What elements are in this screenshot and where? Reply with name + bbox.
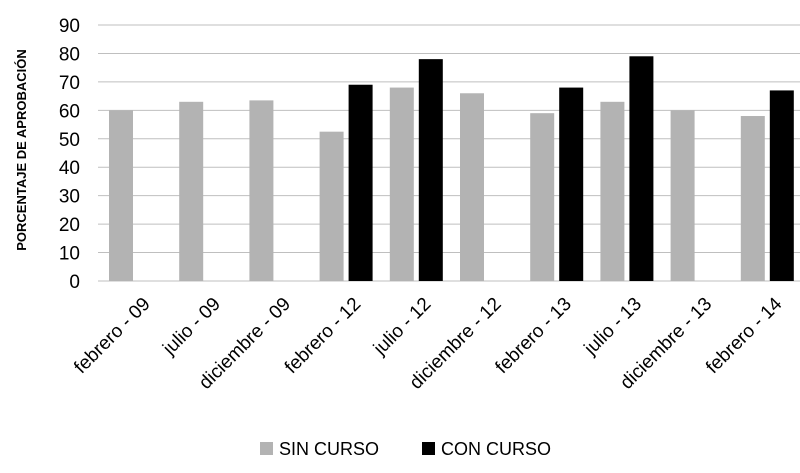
y-tick-label: 70 bbox=[59, 73, 80, 94]
bar-sin-curso bbox=[740, 116, 765, 282]
legend-label: CON CURSO bbox=[441, 439, 551, 459]
y-tick-labels: 0 10 20 30 40 50 60 70 80 90 bbox=[59, 16, 80, 293]
bar-sin-curso bbox=[109, 110, 133, 281]
bar-sin-curso bbox=[460, 93, 484, 282]
bar-con-curso bbox=[418, 59, 443, 282]
y-tick-label: 20 bbox=[59, 215, 80, 236]
x-tick-label: febrero - 14 bbox=[702, 293, 787, 378]
x-tick-label: febrero - 13 bbox=[492, 294, 576, 378]
legend-item-con-curso: CON CURSO bbox=[422, 439, 551, 459]
bar-sin-curso bbox=[249, 100, 274, 281]
legend-swatch bbox=[260, 442, 273, 455]
legend: SIN CURSO CON CURSO bbox=[260, 439, 551, 459]
legend-item-sin-curso: SIN CURSO bbox=[260, 439, 379, 459]
bar-sin-curso bbox=[530, 113, 555, 281]
y-tick-label: 60 bbox=[59, 101, 80, 122]
bar-sin-curso bbox=[319, 131, 344, 281]
y-axis-label: PORCENTAJE DE APROBACIÓN bbox=[14, 49, 29, 251]
y-tick-label: 0 bbox=[69, 272, 80, 293]
y-tick-label: 90 bbox=[59, 16, 80, 37]
bar-con-curso bbox=[769, 90, 794, 281]
x-tick-label: julio - 09 bbox=[158, 294, 224, 360]
bar-con-curso bbox=[348, 84, 373, 281]
legend-label: SIN CURSO bbox=[279, 439, 379, 459]
bar-con-curso bbox=[559, 87, 584, 281]
y-tick-label: 30 bbox=[59, 187, 80, 208]
bar-con-curso bbox=[629, 56, 654, 282]
y-tick-label: 10 bbox=[59, 244, 80, 265]
x-tick-label: julio - 12 bbox=[369, 294, 435, 360]
legend-swatch bbox=[422, 442, 435, 455]
x-tick-label: febrero - 12 bbox=[281, 294, 365, 378]
x-tick-label: julio - 13 bbox=[580, 294, 646, 360]
bars-layer bbox=[109, 56, 794, 282]
bar-sin-curso bbox=[179, 101, 204, 281]
bar-sin-curso bbox=[600, 101, 625, 281]
bar-sin-curso bbox=[670, 110, 695, 281]
x-tick-label: febrero - 09 bbox=[70, 294, 154, 378]
y-tick-label: 80 bbox=[59, 44, 80, 65]
y-tick-label: 40 bbox=[59, 158, 80, 179]
bar-sin-curso bbox=[389, 87, 414, 281]
y-tick-label: 50 bbox=[59, 130, 80, 151]
grid-layer bbox=[98, 24, 800, 282]
